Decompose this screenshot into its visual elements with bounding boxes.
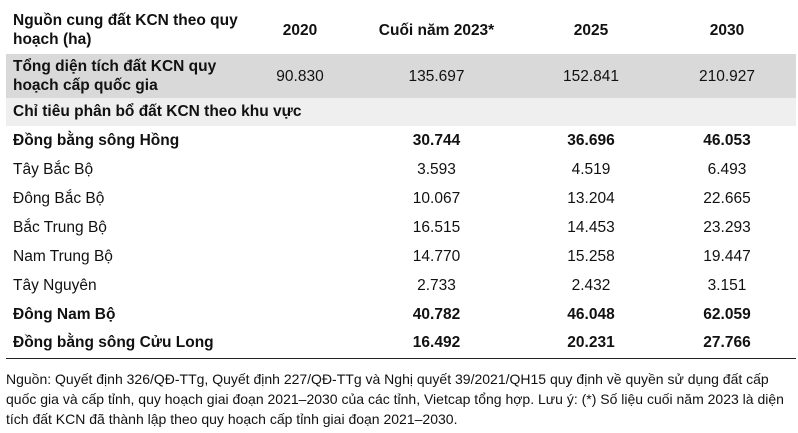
cell-2030: 6.493: [707, 160, 747, 178]
row-label: Tây Nguyên: [13, 276, 97, 294]
cell-2030: 46.053: [703, 131, 751, 149]
cell-2020: [251, 126, 349, 155]
total-label: Tổng diện tích đất KCN quy hoạch cấp quố…: [13, 58, 217, 94]
table-row: Đông Bắc Bộ 10.067 13.204 22.665: [6, 184, 796, 213]
total-end-2023: 135.697: [408, 67, 465, 85]
row-label: Đông Bắc Bộ: [13, 189, 105, 207]
cell-2025: 20.231: [567, 334, 615, 352]
cell-2020: [251, 271, 349, 300]
row-label: Đồng bằng sông Hồng: [13, 131, 180, 149]
cell-2025: 15.258: [567, 247, 615, 265]
row-label: Bắc Trung Bộ: [13, 218, 107, 236]
header-end-2023: Cuối năm 2023*: [378, 21, 495, 39]
table-row: Tây Nguyên 2.733 2.432 3.151: [6, 271, 796, 300]
cell-2020: [251, 242, 349, 271]
cell-end-2023: 10.067: [412, 189, 461, 207]
header-2030: 2030: [709, 21, 745, 39]
cell-2020: [251, 329, 349, 358]
cell-2025: 2.432: [571, 276, 611, 294]
cell-2025: 36.696: [567, 131, 615, 149]
header-label: Nguồn cung đất KCN theo quy hoạch (ha): [13, 12, 238, 48]
total-2020: 90.830: [276, 67, 324, 85]
table-row: Tây Bắc Bộ 3.593 4.519 6.493: [6, 155, 796, 184]
cell-2025: 4.519: [571, 160, 611, 178]
table-row: Đông Nam Bộ 40.782 46.048 62.059: [6, 300, 796, 329]
cell-end-2023: 16.492: [412, 334, 461, 352]
cell-end-2023: 30.744: [412, 131, 461, 149]
cell-2025: 46.048: [567, 305, 615, 323]
source-footnote: Nguồn: Quyết định 326/QĐ-TTg, Quyết định…: [6, 371, 784, 427]
cell-end-2023: 16.515: [412, 218, 461, 236]
land-supply-table: Nguồn cung đất KCN theo quy hoạch (ha) 2…: [6, 6, 796, 359]
cell-2020: [251, 213, 349, 242]
header-2020: 2020: [282, 21, 318, 39]
cell-2030: 22.665: [703, 189, 751, 207]
header-2025: 2025: [573, 21, 609, 39]
section-row: Chỉ tiêu phân bổ đất KCN theo khu vực: [6, 98, 796, 126]
table-row: Bắc Trung Bộ 16.515 14.453 23.293: [6, 213, 796, 242]
row-label: Nam Trung Bộ: [13, 247, 113, 265]
cell-2030: 27.766: [703, 334, 751, 352]
total-row: Tổng diện tích đất KCN quy hoạch cấp quố…: [6, 54, 796, 98]
cell-2030: 62.059: [703, 305, 751, 323]
table-row: Đồng bằng sông Hồng 30.744 36.696 46.053: [6, 126, 796, 155]
cell-end-2023: 3.593: [417, 160, 456, 178]
cell-end-2023: 2.733: [417, 276, 456, 294]
cell-2030: 19.447: [703, 247, 751, 265]
table-row: Nam Trung Bộ 14.770 15.258 19.447: [6, 242, 796, 271]
section-label: Chỉ tiêu phân bổ đất KCN theo khu vực: [13, 103, 302, 120]
row-label: Tây Bắc Bộ: [13, 160, 94, 178]
table-row: Đồng bằng sông Cửu Long 16.492 20.231 27…: [6, 329, 796, 358]
cell-2020: [251, 184, 349, 213]
cell-2020: [251, 155, 349, 184]
cell-2020: [251, 300, 349, 329]
cell-2025: 13.204: [567, 189, 615, 207]
cell-end-2023: 14.770: [412, 247, 461, 265]
table-header-row: Nguồn cung đất KCN theo quy hoạch (ha) 2…: [6, 6, 796, 54]
cell-2030: 23.293: [703, 218, 751, 236]
row-label: Đông Nam Bộ: [13, 305, 116, 323]
row-label: Đồng bằng sông Cửu Long: [13, 334, 214, 352]
total-2025: 152.841: [562, 67, 620, 85]
cell-2030: 3.151: [707, 276, 747, 294]
total-2030: 210.927: [698, 67, 756, 85]
cell-end-2023: 40.782: [412, 305, 461, 323]
cell-2025: 14.453: [567, 218, 615, 236]
